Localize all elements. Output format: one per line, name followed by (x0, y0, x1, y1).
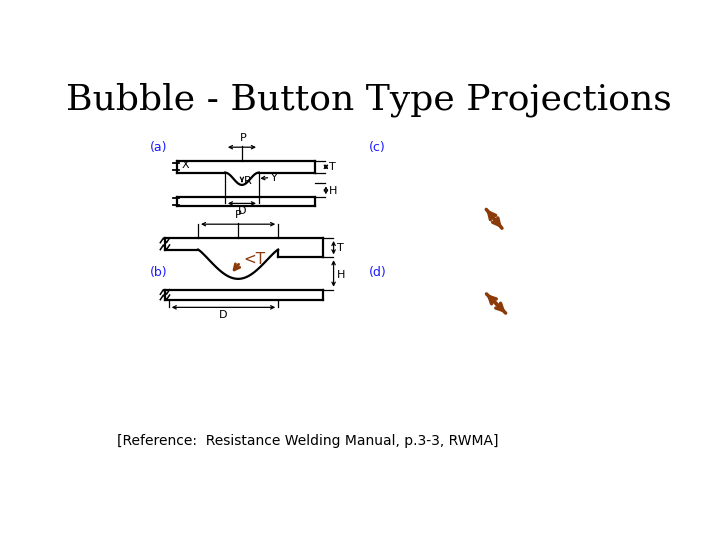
Text: H: H (337, 270, 345, 280)
Text: (b): (b) (150, 266, 167, 279)
Text: Y: Y (271, 172, 278, 183)
Text: T: T (337, 242, 343, 253)
Text: <T: <T (243, 252, 266, 267)
Text: P: P (240, 133, 247, 143)
Text: D: D (238, 206, 246, 217)
Text: R: R (243, 176, 251, 186)
Text: (c): (c) (369, 141, 386, 154)
Text: T: T (329, 162, 336, 172)
Text: X: X (182, 159, 189, 170)
Text: (d): (d) (369, 266, 387, 279)
Text: P: P (235, 211, 241, 220)
Text: [Reference:  Resistance Welding Manual, p.3-3, RWMA]: [Reference: Resistance Welding Manual, p… (117, 434, 498, 448)
Text: D: D (219, 310, 228, 320)
Text: Bubble - Button Type Projections: Bubble - Button Type Projections (66, 82, 672, 117)
Text: H: H (329, 186, 338, 196)
Text: (a): (a) (150, 141, 167, 154)
